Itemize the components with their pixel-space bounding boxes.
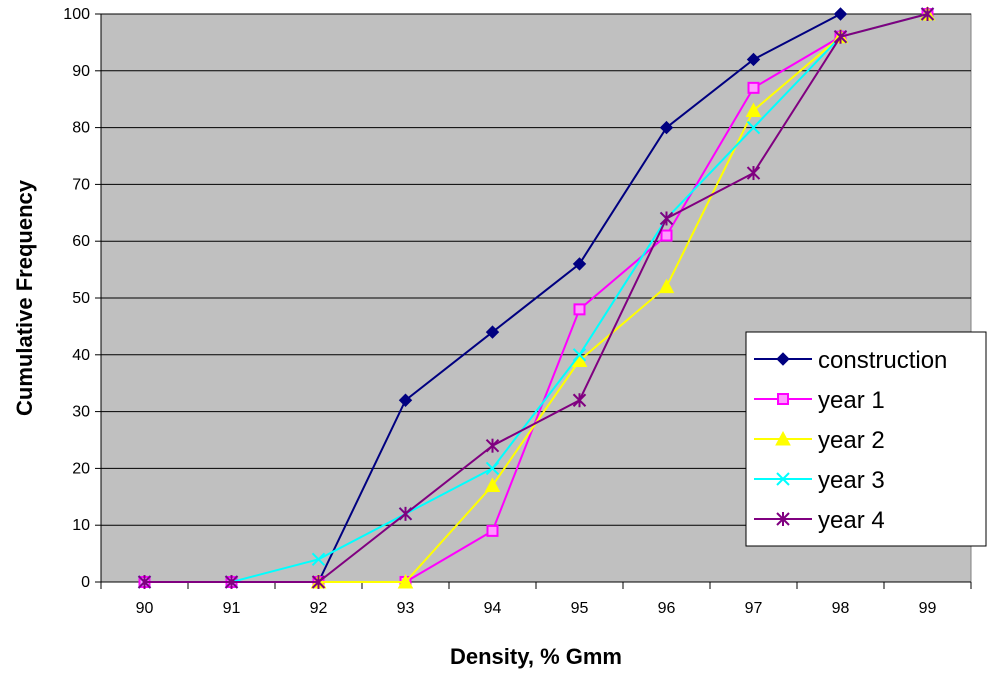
- series-construction-point: [659, 120, 674, 135]
- x-tick-label: 94: [484, 600, 502, 617]
- series-construction-point: [833, 7, 848, 21]
- x-tick-label: 95: [571, 600, 589, 617]
- series-year-3-line: [144, 13, 928, 583]
- series-year-3-point: [485, 461, 500, 476]
- series-year-4-point: [659, 211, 674, 226]
- legend: construction year 1 year 2 year 3 year 4: [745, 331, 987, 547]
- series-construction-point: [398, 393, 413, 407]
- series-year-4-point: [920, 7, 935, 21]
- x-tick-label: 96: [658, 600, 676, 617]
- y-tick-label: 40: [72, 347, 90, 364]
- y-axis-ticks: 0 10 20 30 40 50 60 70 80 90 100: [63, 6, 101, 591]
- x-tick-label: 99: [919, 600, 937, 617]
- x-axis-ticks: 90 91 92 93 94 95 96 97 98 99: [100, 582, 972, 617]
- legend-marker: [776, 472, 790, 486]
- legend-label: construction: [818, 347, 947, 374]
- legend-item: year 4: [754, 507, 885, 534]
- legend-marker: [777, 393, 789, 405]
- series-year-3-point: [311, 552, 326, 566]
- legend-item: year 1: [754, 387, 885, 414]
- legend-item: year 2: [754, 427, 885, 454]
- y-tick-label: 0: [81, 574, 90, 591]
- y-tick-label: 60: [72, 233, 90, 250]
- y-tick-label: 20: [72, 460, 90, 477]
- series-year-4-point: [746, 166, 761, 181]
- series-construction-point: [572, 257, 587, 271]
- legend-label: year 4: [818, 507, 885, 534]
- series-construction-point: [485, 325, 500, 339]
- legend-label: year 3: [818, 467, 885, 494]
- series-construction-point: [746, 52, 761, 67]
- series-year-1-point: [573, 303, 586, 316]
- series-year-3-point: [746, 120, 761, 135]
- x-axis-title: Density, % Gmm: [450, 644, 622, 669]
- legend-marker: [775, 430, 791, 446]
- series-group: [137, 5, 936, 589]
- series-year-1-point: [660, 229, 673, 242]
- y-tick-label: 30: [72, 404, 90, 421]
- series-year-4-line: [144, 13, 928, 583]
- y-tick-label: 90: [72, 63, 90, 80]
- series-year-4-point: [485, 438, 500, 453]
- series-year-4-point: [398, 506, 413, 521]
- legend-marker: [776, 512, 790, 526]
- y-tick-label: 100: [63, 6, 90, 23]
- marker-stroke: [485, 461, 500, 476]
- marker-stroke: [746, 120, 761, 135]
- series-year-2-line: [318, 13, 928, 583]
- x-tick-label: 90: [136, 600, 154, 617]
- series-year-3-point: [572, 348, 587, 362]
- legend-label: year 2: [818, 427, 885, 454]
- series-year-4-point: [572, 393, 587, 408]
- x-tick-label: 98: [832, 600, 850, 617]
- marker-stroke: [776, 472, 790, 486]
- series-year-2-point: [397, 573, 414, 589]
- x-tick-label: 91: [223, 600, 241, 617]
- x-tick-label: 93: [397, 600, 415, 617]
- marker-stroke: [572, 348, 587, 362]
- series-year-2-point: [745, 102, 762, 118]
- y-tick-label: 80: [72, 120, 90, 137]
- series-year-4-point: [311, 575, 326, 589]
- series-year-1-point: [486, 524, 499, 537]
- series-year-4: [137, 7, 935, 589]
- series-year-1-point: [747, 81, 760, 94]
- marker-stroke: [311, 552, 326, 566]
- series-year-4-point: [224, 575, 239, 589]
- y-axis-title: Cumulative Frequency: [12, 179, 37, 416]
- y-tick-label: 70: [72, 176, 90, 193]
- legend-item: construction: [754, 347, 947, 374]
- legend-items: construction year 1 year 2 year 3 year 4: [754, 347, 947, 534]
- series-year-4-point: [137, 575, 152, 589]
- y-tick-label: 10: [72, 517, 90, 534]
- series-year-2-point: [658, 278, 675, 294]
- x-tick-label: 97: [745, 600, 763, 617]
- legend-item: year 3: [754, 467, 885, 494]
- x-tick-label: 92: [310, 600, 328, 617]
- legend-marker: [776, 352, 790, 366]
- legend-label: year 1: [818, 387, 885, 414]
- series-year-2-point: [484, 477, 501, 492]
- y-tick-label: 50: [72, 290, 90, 307]
- series-year-4-point: [833, 29, 848, 44]
